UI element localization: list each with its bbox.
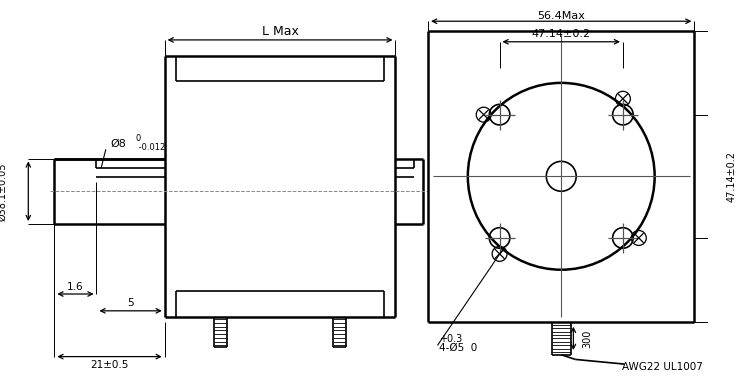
Text: 0: 0 <box>136 134 141 142</box>
Text: 56.4Max: 56.4Max <box>537 11 585 21</box>
Text: Ø38.1±0.05: Ø38.1±0.05 <box>0 162 8 221</box>
Text: 4-Ø5  0: 4-Ø5 0 <box>440 343 478 353</box>
Text: 21±0.5: 21±0.5 <box>91 360 129 370</box>
Text: -0.012: -0.012 <box>136 143 165 152</box>
Text: 300: 300 <box>583 329 592 348</box>
Text: 5: 5 <box>128 298 134 308</box>
Text: 1.6: 1.6 <box>68 282 84 291</box>
Text: +0.3: +0.3 <box>440 334 463 344</box>
Text: L Max: L Max <box>262 25 299 38</box>
Text: 47.14±0.2: 47.14±0.2 <box>532 29 591 39</box>
Text: Ø8: Ø8 <box>110 139 127 149</box>
Text: 47.14±0.2: 47.14±0.2 <box>727 151 736 202</box>
Text: AWG22 UL1007: AWG22 UL1007 <box>622 362 704 372</box>
